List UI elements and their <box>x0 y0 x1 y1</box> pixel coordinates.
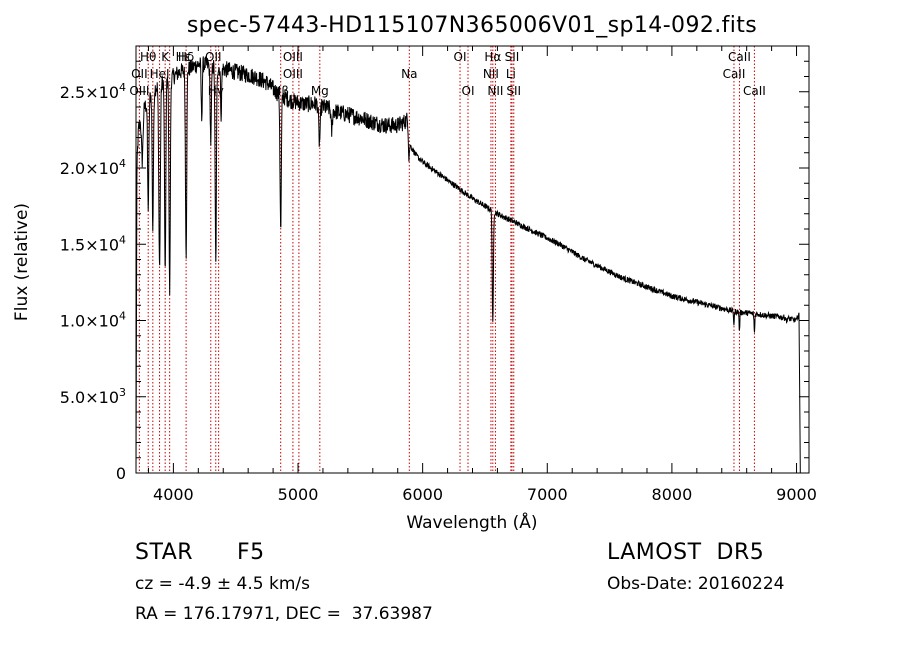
y-tick-label: 1.5×104 <box>60 233 126 254</box>
spectral-line-label: OIII <box>283 50 303 64</box>
object-class: STAR <box>135 540 194 565</box>
chart-title: spec-57443-HD115107N365006V01_sp14-092.f… <box>187 13 757 38</box>
spectral-line-label: NII <box>483 67 499 81</box>
spectral-line-label: OI <box>462 84 475 98</box>
x-axis-label: Wavelength (Å) <box>406 511 537 533</box>
x-tick-label: 9000 <box>776 485 817 504</box>
y-axis: 0 5.0×103 1.0×104 1.5×104 2.0×104 2.5×104 <box>60 60 809 483</box>
spectral-line-label: Mg <box>311 84 329 98</box>
x-tick-label: 7000 <box>527 485 568 504</box>
y-tick-label: 5.0×103 <box>60 386 126 407</box>
y-tick-label: 0 <box>116 464 126 483</box>
coordinates: RA = 176.17971, DEC = 37.63987 <box>135 604 433 624</box>
spectral-line-label: Na <box>401 67 417 81</box>
spectral-line-label: K <box>161 50 170 64</box>
line-marker-group <box>138 46 755 473</box>
x-tick-label: 4000 <box>153 485 194 504</box>
x-tick-label: 5000 <box>278 485 319 504</box>
spectrum-series-line <box>135 56 801 474</box>
survey-label: LAMOST DR5 <box>607 540 765 565</box>
spectral-line-label: SII <box>506 84 521 98</box>
spectral-subclass: F5 <box>237 540 265 565</box>
x-axis: 4000 5000 6000 7000 8000 9000 <box>147 46 817 504</box>
x-tick-label: 6000 <box>402 485 443 504</box>
spectral-line-label: NII <box>487 84 503 98</box>
spectral-line-label: OIII <box>283 67 303 81</box>
spectral-line-label: Hα <box>484 50 501 64</box>
spectral-line-label: OII <box>131 67 148 81</box>
spectral-line-label: Hε <box>176 50 192 64</box>
spectral-line-label: OII <box>205 50 222 64</box>
y-tick-label: 2.0×104 <box>60 157 126 178</box>
spectral-line-label: CaII <box>728 50 751 64</box>
x-tick-label: 8000 <box>652 485 693 504</box>
spectral-line-label: SII <box>505 50 520 64</box>
spectral-line-label: CaII <box>743 84 766 98</box>
spectral-line-label: Hθ <box>140 50 156 64</box>
spectral-line-label: HeI <box>150 67 170 81</box>
radial-velocity: cz = -4.9 ± 4.5 km/s <box>135 574 310 594</box>
y-axis-label: Flux (relative) <box>12 203 32 321</box>
observation-date: Obs-Date: 20160224 <box>607 574 785 594</box>
spectral-line-label: OIII <box>129 84 149 98</box>
spectral-line-label: OI <box>454 50 467 64</box>
spectral-line-label: CaII <box>723 67 746 81</box>
plot-frame <box>135 45 810 474</box>
y-tick-label: 2.5×104 <box>60 81 126 102</box>
spectral-line-label: Li <box>506 67 516 81</box>
y-tick-label: 1.0×104 <box>60 310 126 331</box>
